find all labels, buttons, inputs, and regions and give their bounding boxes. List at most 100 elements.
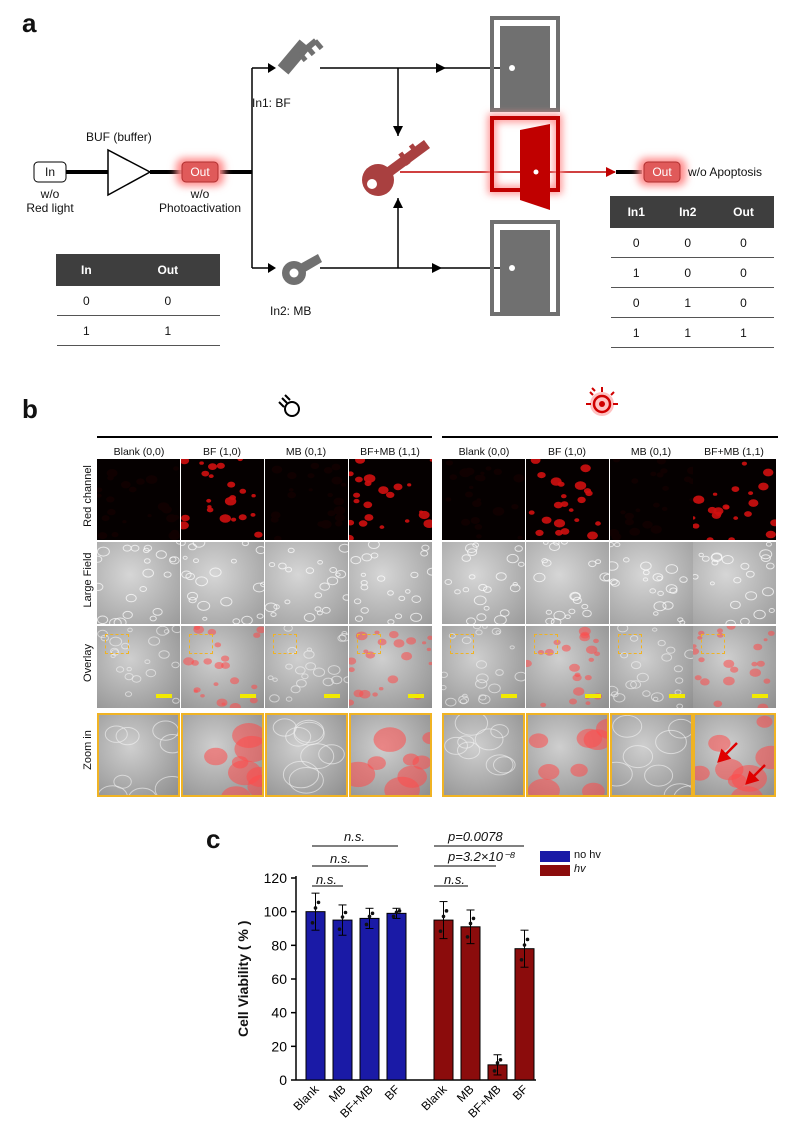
y-tick-label: 60 [271,971,287,987]
data-point [397,909,402,913]
micrograph-cell [181,713,264,797]
scale-bar [501,694,517,698]
micrograph-cell [97,626,180,708]
x-category-label: Blank [290,1082,322,1114]
table-cell: 0 [56,285,117,316]
buffer-out-label: Out [190,165,210,179]
closed-door-top-icon [490,16,560,112]
logic-circuit-diagram [33,16,686,316]
micrograph-cell [181,542,264,624]
column-header: BF+MB (1,1) [360,446,420,458]
y-axis-label: Cell Viability ( % ) [235,920,251,1037]
y-tick-label: 100 [264,904,288,920]
table-header: Out [713,196,774,228]
micrograph-cell [610,542,693,624]
y-tick-label: 120 [264,870,288,886]
micrograph-cell [349,626,432,708]
micrograph-cell [442,542,525,624]
buffer-gate-icon [107,148,152,197]
table-header: Out [115,254,221,286]
micrograph-cell [610,713,693,797]
micrograph-cell [265,626,348,708]
significance-label: p=3.2×10⁻⁸ [448,849,516,864]
micrograph-cell [265,713,348,797]
zoom-region-box [534,634,558,654]
legend-swatch-hv [540,865,570,876]
group-rule-dark [97,436,432,438]
data-point [444,909,449,913]
table-cell: 1 [116,315,220,346]
column-header: Blank (0,0) [113,446,165,458]
final-out-label: Out [652,165,672,179]
micrograph-cell [526,459,609,540]
zoom-region-box [618,634,642,654]
input-label: In [44,165,55,179]
column-header: MB (0,1) [285,446,327,458]
significance-label: n.s. [330,851,351,866]
panel-b-letter: b [22,394,38,424]
data-point [522,943,527,947]
data-point [337,927,342,931]
data-point [471,916,476,921]
buffer-out-caption: w/o Photoactivation [158,187,242,215]
data-point [370,911,375,916]
scale-bar [669,694,685,698]
x-category-label: BF [382,1082,403,1103]
micrograph-cell [442,459,525,540]
micrograph-cell [526,626,609,708]
in2-label: In2: MB [270,304,312,318]
x-category-label: BF [510,1082,531,1103]
open-door-icon [488,114,562,210]
bar [359,917,380,1081]
legend-swatch-no-hv [540,851,570,862]
data-point [495,1061,500,1065]
bar [433,919,454,1081]
zoom-region-box [189,634,213,654]
micrograph-cell [349,713,432,797]
data-point [438,929,443,933]
table-cell: 1 [56,315,117,346]
table-header: In [56,254,117,286]
legend-label-no-hv: no hv [574,849,601,861]
micrograph-cell [610,626,693,708]
scale-bar [324,694,340,698]
micrograph-cell [693,626,776,708]
column-header: Blank (0,0) [458,446,510,458]
bar [305,911,326,1081]
table-header: In1 [610,196,663,228]
buffer-truth-table: In Out 0 0 1 1 [56,254,221,346]
scale-bar [240,694,256,698]
data-point [519,958,524,962]
buffer-label: BUF (buffer) [86,130,152,144]
bar [514,948,535,1081]
legend-label-hv: hv [574,863,586,875]
data-point [340,915,345,919]
closed-door-bottom-icon [490,220,560,316]
column-header: MB (0,1) [630,446,672,458]
table-cell: 1 [662,317,714,348]
micrograph-cell [349,542,432,624]
column-header: BF (1,0) [203,446,241,458]
key-in2-icon [282,254,322,285]
micrograph-cell [693,459,776,540]
zoom-region-box [701,634,725,654]
and-truth-table: In1 In2 Out 0 0 0 1 0 0 0 1 0 1 1 1 [610,196,774,348]
bar [460,926,481,1081]
apoptosis-arrows [717,742,766,785]
y-tick-label: 80 [271,937,287,953]
bulb-off-icon [278,394,300,417]
zoom-region-box [357,634,381,654]
data-point [364,922,369,927]
combined-key-icon [362,140,430,196]
micrograph-cell [526,713,609,797]
micrograph-cell [265,542,348,624]
data-point [525,937,530,942]
panel-a-letter: a [22,8,37,38]
scale-bar [408,694,424,698]
table-cell: 0 [610,287,663,318]
data-point [394,910,399,915]
final-out-caption: w/o Apoptosis [688,165,763,179]
data-point [492,1069,497,1073]
micrograph-cell [97,542,180,624]
micrograph-cell [693,542,776,624]
